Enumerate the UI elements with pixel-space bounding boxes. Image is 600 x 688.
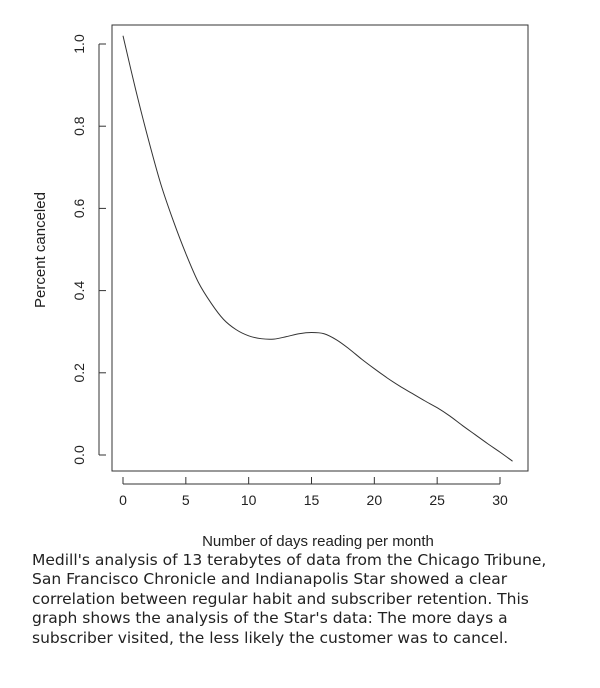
x-tick-label: 30 [492, 492, 508, 508]
figure-caption: Medill's analysis of 13 terabytes of dat… [32, 551, 547, 647]
y-axis-title: Percent canceled [32, 192, 49, 308]
y-tick-label: 0.2 [71, 363, 87, 383]
y-tick-label: 0.0 [71, 445, 87, 465]
x-tick-label: 20 [367, 492, 383, 508]
plot-area-frame [111, 24, 529, 472]
series-line-percent-canceled [122, 35, 513, 462]
x-tick-label: 10 [241, 492, 257, 508]
y-axis: 0.0 0.2 0.4 0.6 0.8 1.0 [71, 34, 106, 465]
y-tick-label: 0.6 [71, 198, 87, 218]
y-tick-label: 1.0 [71, 34, 87, 54]
x-axis: 0 5 10 15 20 25 30 [119, 477, 508, 508]
x-tick-label: 5 [182, 492, 190, 508]
x-tick-label: 25 [429, 492, 445, 508]
x-axis-title: Number of days reading per month [202, 533, 434, 550]
cancellation-line-chart: 0 5 10 15 20 25 30 0.0 0.2 0.4 0.6 0.8 1.0 Number o… [32, 24, 529, 550]
y-tick-label: 0.4 [71, 281, 87, 301]
x-tick-label: 0 [119, 492, 127, 508]
y-tick-label: 0.8 [71, 116, 87, 136]
x-tick-label: 15 [304, 492, 320, 508]
